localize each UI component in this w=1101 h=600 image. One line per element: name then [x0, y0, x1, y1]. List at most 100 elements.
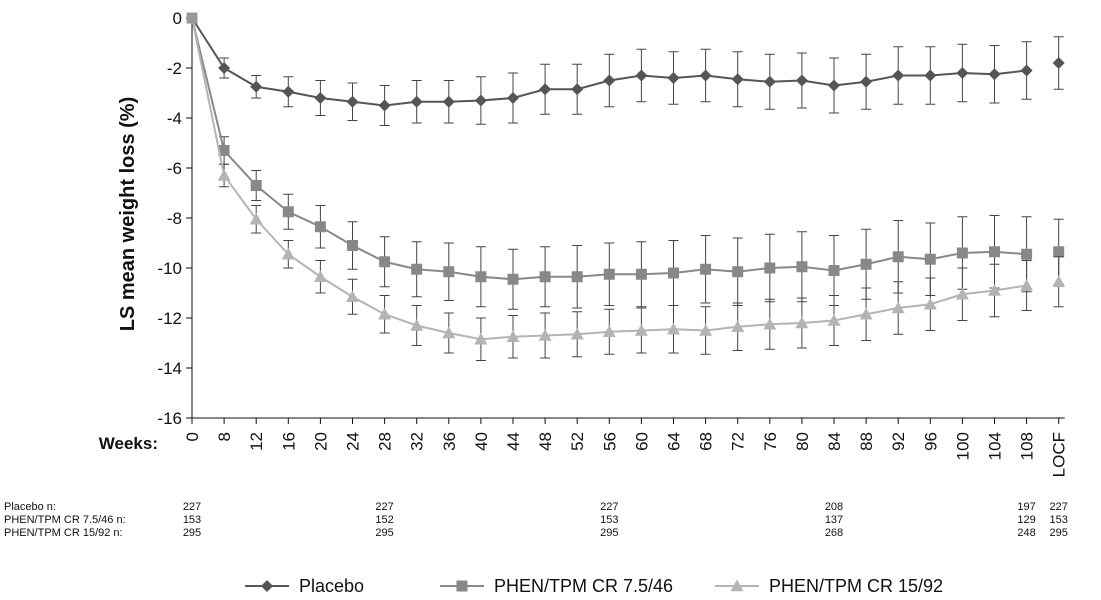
y-axis: 0 -2 -4 -6 -8 -10 -12 -14 -16 LS mean weight loss… [117, 9, 193, 428]
data-point [859, 307, 873, 320]
data-point [988, 284, 1001, 296]
data-point [313, 270, 327, 282]
x-tick-label: 12 [247, 432, 266, 451]
data-point [699, 69, 712, 82]
data-point [1052, 275, 1066, 287]
series-triangle [186, 12, 1066, 361]
data-point [955, 287, 969, 300]
series-square [186, 12, 1065, 310]
n-value: 152 [375, 514, 393, 526]
data-point [281, 247, 295, 260]
data-point [796, 261, 808, 273]
x-tick-label: 24 [344, 432, 363, 451]
sample-size-table: Placebo n: 227 227 227 208 197 227 PHEN/TPM CR … [4, 501, 1068, 539]
data-point [1020, 64, 1033, 77]
x-tick-label: 80 [793, 432, 812, 451]
data-point [474, 94, 487, 107]
legend-marker [261, 580, 273, 592]
legend-item: Placebo [245, 576, 364, 596]
data-point [346, 290, 359, 302]
data-point [892, 251, 904, 263]
data-point [764, 262, 776, 274]
data-point [956, 67, 969, 79]
x-tick-label: 108 [1018, 432, 1037, 460]
n-row-label: PHEN/TPM CR 7.5/46 n: [4, 514, 126, 526]
data-point [828, 265, 840, 276]
n-value: 227 [600, 501, 618, 513]
x-tick-label: 52 [568, 432, 587, 451]
data-point [700, 263, 712, 275]
n-value: 153 [600, 514, 618, 526]
n-value: 227 [1050, 501, 1068, 513]
data-point [442, 326, 456, 339]
data-point [314, 92, 327, 104]
legend-label: PHEN/TPM CR 15/92 [769, 576, 943, 596]
n-value: 295 [1050, 527, 1068, 539]
n-value: 153 [1050, 514, 1068, 526]
x-tick-label: 28 [376, 432, 395, 451]
data-point [763, 317, 777, 330]
data-point [539, 83, 552, 96]
legend-item: PHEN/TPM CR 15/92 [715, 576, 943, 596]
data-point [347, 240, 358, 251]
data-point [1021, 248, 1033, 260]
data-point [411, 263, 423, 275]
x-tick-label: 96 [921, 432, 940, 451]
x-tick-label: 76 [761, 432, 780, 451]
data-point [506, 330, 520, 342]
n-value: 268 [825, 527, 843, 539]
x-tick-label: 44 [504, 432, 523, 451]
data-point [571, 83, 584, 96]
x-tick-label: 36 [440, 432, 459, 451]
data-point [732, 266, 744, 278]
data-point [217, 169, 231, 181]
data-point [282, 85, 295, 98]
data-point [1053, 246, 1065, 258]
data-point [539, 271, 551, 283]
data-point [314, 221, 326, 233]
legend-marker [456, 580, 468, 592]
y-tick-label: -14 [157, 359, 182, 378]
data-point [603, 74, 616, 87]
data-point [763, 75, 776, 88]
legend-label: PHEN/TPM CR 7.5/46 [494, 576, 673, 596]
data-point [956, 247, 968, 259]
legend: Placebo PHEN/TPM CR 7.5/46 PHEN/TPM CR 15/… [245, 576, 943, 596]
data-point [699, 324, 713, 336]
y-tick-label: -4 [167, 109, 182, 128]
x-tick-label: 88 [857, 432, 876, 451]
data-point [923, 297, 937, 310]
y-tick-label: -12 [157, 309, 182, 328]
data-point [891, 301, 905, 314]
data-point [860, 258, 872, 270]
x-tick-label: 60 [632, 432, 651, 451]
data-point [1052, 57, 1065, 69]
data-point [442, 95, 455, 108]
x-tick-label: 0 [183, 432, 202, 441]
data-point [507, 273, 519, 285]
data-point [795, 316, 809, 329]
x-tick-label: 56 [600, 432, 619, 451]
n-value: 227 [183, 501, 201, 513]
data-point [474, 332, 488, 345]
data-point [989, 246, 1000, 258]
data-point [667, 322, 680, 335]
n-value: 248 [1017, 527, 1035, 539]
n-value: 129 [1017, 514, 1035, 526]
data-point [860, 75, 873, 88]
data-point [282, 206, 294, 218]
data-point [634, 324, 648, 336]
plot-area [186, 12, 1066, 361]
x-axis: 0 8 12 16 20 24 28 32 36 40 44 48 52 56 60 64 68 72 76 80 84… [99, 417, 1069, 477]
data-point [443, 266, 455, 278]
y-tick-label: -6 [167, 159, 182, 178]
data-point [924, 69, 937, 82]
data-point [667, 72, 680, 84]
y-tick-label: -8 [167, 209, 182, 228]
x-tick-label: 68 [697, 432, 716, 451]
x-tick-label: 8 [215, 432, 234, 441]
legend-marker [730, 579, 744, 592]
data-point [668, 267, 679, 279]
data-point [378, 99, 391, 112]
